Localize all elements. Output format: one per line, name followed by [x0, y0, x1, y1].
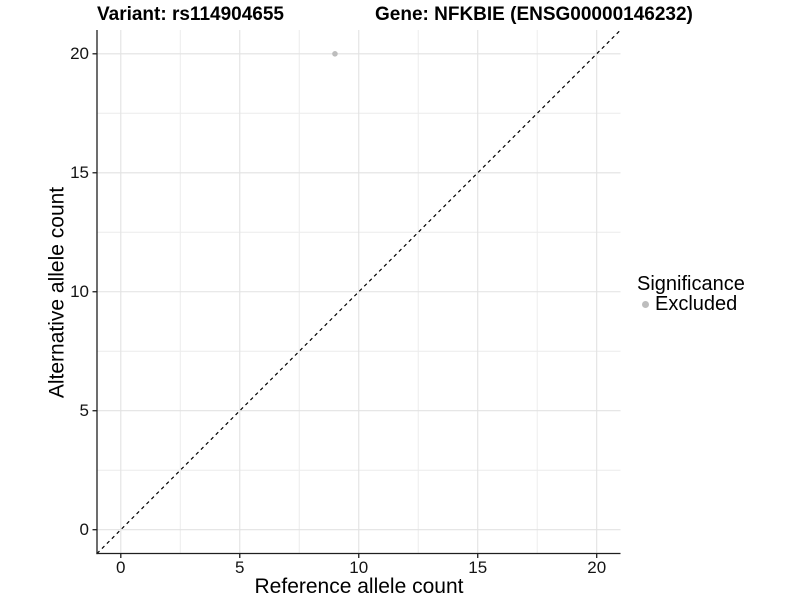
legend-item-excluded: Excluded	[637, 293, 745, 315]
data-point	[332, 50, 338, 57]
y-tick-label: 5	[79, 400, 89, 420]
identity-dashed-line	[96, 29, 621, 554]
x-tick-label: 0	[116, 558, 126, 577]
legend-item-label: Excluded	[655, 292, 738, 315]
legend-title: Significance	[637, 273, 745, 295]
x-tick-label: 15	[468, 558, 488, 577]
x-tick-label: 20	[587, 558, 607, 577]
legend: Significance Excluded	[637, 274, 745, 315]
plot-title-gene: Gene: NFKBIE (ENSG00000146232)	[375, 4, 693, 25]
plot-title-variant: Variant: rs114904655	[97, 4, 284, 25]
y-tick-label: 0	[79, 519, 89, 539]
y-tick-label: 20	[70, 43, 89, 63]
y-tick-label: 15	[70, 162, 89, 182]
legend-marker-circle-icon	[642, 300, 649, 308]
x-tick-label: 10	[349, 558, 369, 577]
x-axis-title: Reference allele count	[254, 575, 464, 598]
y-tick-label: 10	[70, 281, 89, 301]
x-tick-label: 5	[235, 558, 245, 577]
